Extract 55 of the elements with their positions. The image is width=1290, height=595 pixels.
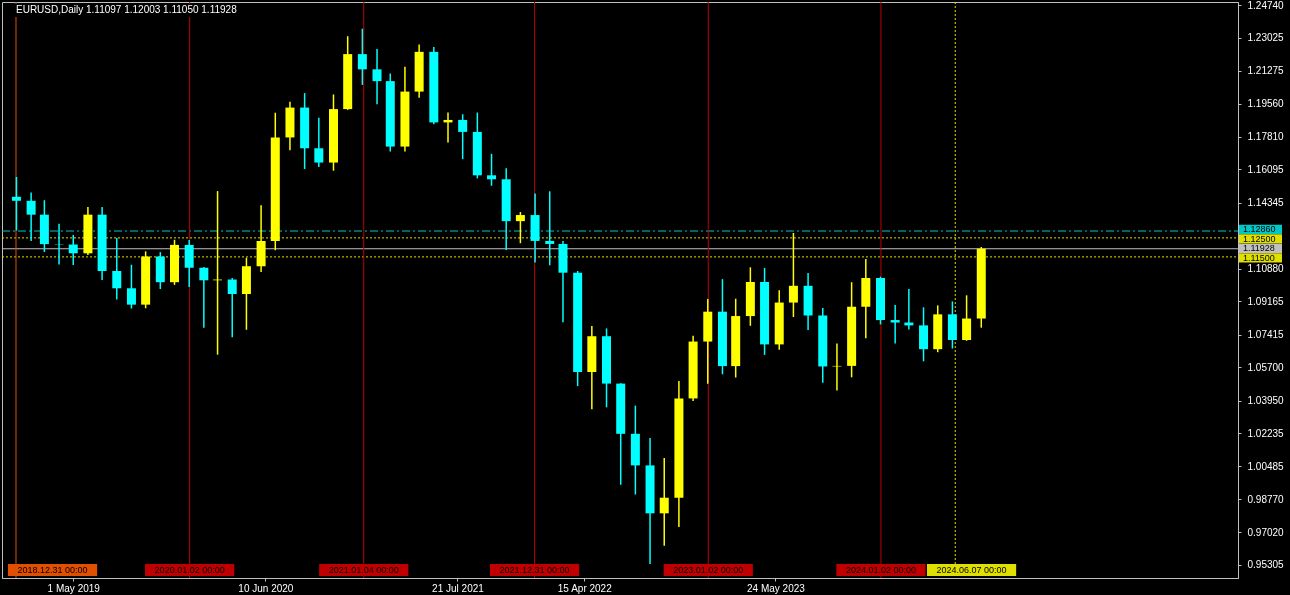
candlestick bbox=[919, 306, 929, 363]
y-tick-label: 1.14345 bbox=[1247, 197, 1285, 209]
y-tick-label: 0.98770 bbox=[1247, 493, 1285, 505]
candlestick bbox=[199, 266, 209, 329]
chart-title: EURUSD,Daily 1.11097 1.12003 1.11050 1.11928 bbox=[16, 4, 238, 15]
y-tick-label: 0.97020 bbox=[1247, 526, 1285, 538]
y-tick-label: 1.16095 bbox=[1247, 163, 1285, 175]
y-tick-label: 1.21275 bbox=[1247, 65, 1285, 77]
y-tick-label: 1.00485 bbox=[1247, 460, 1285, 472]
candlestick bbox=[962, 294, 972, 342]
y-tick-label: 1.03950 bbox=[1247, 395, 1285, 407]
candlestick bbox=[54, 223, 64, 266]
candlestick bbox=[372, 48, 382, 106]
candlestick bbox=[890, 304, 900, 345]
x-tick-label: 15 Apr 2022 bbox=[557, 582, 613, 594]
candlestick bbox=[357, 27, 367, 86]
ref-line-label: 1.11500 bbox=[1243, 252, 1275, 263]
y-tick-label: 1.05700 bbox=[1247, 361, 1285, 373]
candlestick bbox=[184, 239, 194, 288]
candlestick bbox=[126, 263, 136, 310]
ref-line-label: 2021.12.31 00:00 bbox=[499, 565, 570, 575]
ref-line-label: 2018.12.31 00:00 bbox=[17, 565, 88, 575]
candlestick bbox=[314, 117, 324, 168]
y-tick-label: 1.10880 bbox=[1247, 263, 1285, 275]
candlestick bbox=[227, 277, 237, 339]
y-tick-label: 1.17810 bbox=[1247, 131, 1285, 143]
x-tick-label: 1 May 2019 bbox=[47, 582, 101, 594]
ref-line-label: 2020.01.02 00:00 bbox=[154, 565, 225, 575]
ref-line-label: 2024.01.02 00:00 bbox=[845, 565, 916, 575]
ref-line-label: 1.12500 bbox=[1243, 233, 1276, 244]
ref-line-label: 2023.01.02 00:00 bbox=[673, 565, 744, 575]
y-tick-label: 1.24740 bbox=[1247, 0, 1285, 11]
candlestick bbox=[26, 191, 36, 242]
candlestick bbox=[515, 211, 525, 244]
ref-line-label: 2024.06.07 00:00 bbox=[936, 565, 1007, 575]
candlestick bbox=[11, 176, 21, 232]
candlestick bbox=[458, 113, 468, 160]
candlestick bbox=[112, 237, 122, 301]
y-tick-label: 0.95305 bbox=[1247, 559, 1285, 571]
y-tick-label: 1.23025 bbox=[1247, 32, 1285, 44]
y-tick-label: 1.02235 bbox=[1247, 427, 1285, 439]
y-tick-label: 1.07415 bbox=[1247, 329, 1285, 341]
candlestick bbox=[545, 190, 555, 267]
y-tick-label: 1.09165 bbox=[1247, 295, 1285, 307]
x-tick-label: 10 Jun 2020 bbox=[238, 582, 294, 594]
candlestick bbox=[659, 457, 669, 547]
x-tick-label: 21 Jul 2021 bbox=[432, 582, 485, 594]
x-tick-label: 24 May 2023 bbox=[747, 582, 806, 594]
candlestick bbox=[788, 232, 798, 318]
candlestick bbox=[68, 234, 78, 266]
ref-line-label: 1.12860 bbox=[1243, 224, 1276, 235]
ref-line-label: 2021.01.04 00:00 bbox=[328, 565, 399, 575]
candlestick bbox=[487, 153, 497, 187]
ref-line-label: 1.11928 bbox=[1243, 243, 1275, 254]
y-tick-label: 1.19560 bbox=[1247, 98, 1285, 110]
